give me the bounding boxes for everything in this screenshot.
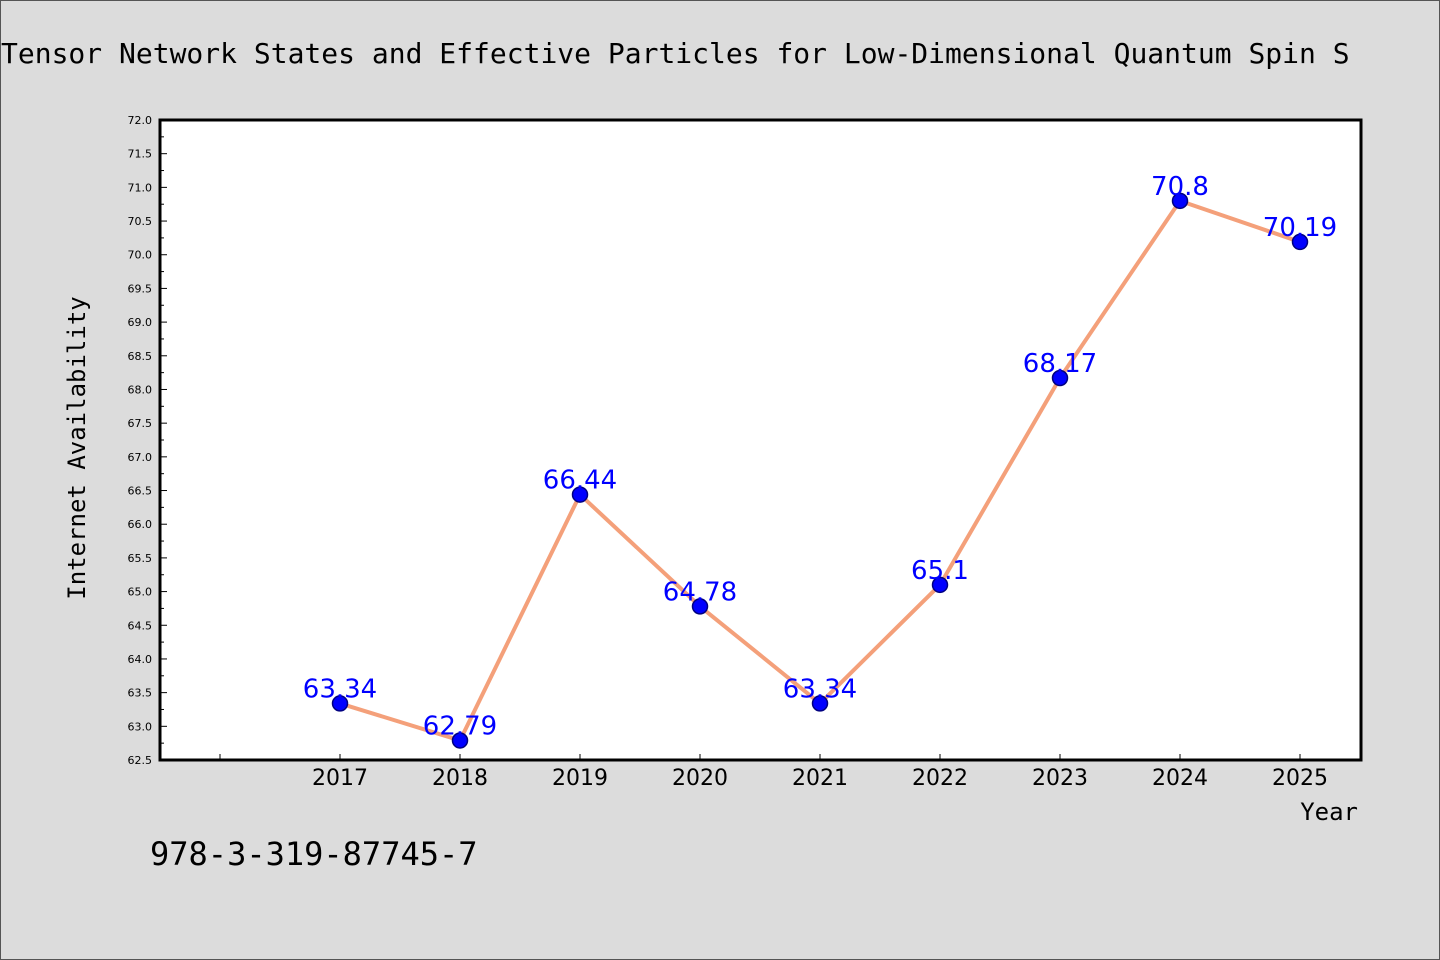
data-point (1291, 233, 1309, 251)
data-point (571, 486, 589, 503)
y-axis: 62.5 63.0 63.5 64.0 64.5 65.0 65.5 66.0 66.5 67.0… (128, 114, 167, 767)
y-tick-label: 69.5 (128, 282, 153, 295)
x-tick-label: 2024 (1152, 766, 1208, 791)
y-tick-label: 72.0 (128, 114, 153, 127)
data-label: 70.8 (1151, 172, 1209, 202)
x-axis-label: Year (1300, 798, 1358, 826)
y-tick-label: 64.0 (128, 653, 153, 666)
data-point (691, 598, 709, 615)
data-point (451, 732, 469, 749)
y-tick-label: 66.5 (128, 485, 153, 498)
y-tick-label: 68.0 (128, 383, 153, 396)
data-point (331, 695, 349, 712)
data-point (1051, 369, 1069, 387)
data-point (1171, 192, 1189, 210)
x-axis: 2017 2018 2019 2020 2021 2022 2023 2024 2025 (219, 754, 1328, 791)
x-tick-label: 2021 (792, 766, 848, 791)
x-tick-label: 2022 (912, 766, 968, 791)
y-tick-label: 71.0 (128, 181, 153, 194)
isbn-text: 978-3-319-87745-7 (150, 835, 478, 873)
y-tick-label: 69.0 (128, 316, 153, 329)
y-tick-label: 70.0 (128, 249, 153, 262)
y-tick-label: 67.0 (128, 451, 153, 464)
y-tick-label: 70.5 (128, 215, 153, 228)
y-tick-label: 63.5 (128, 687, 153, 700)
plot-area (158, 118, 1363, 762)
x-tick-label: 2020 (672, 766, 728, 791)
y-tick-label: 62.5 (128, 754, 153, 767)
x-tick-label: 2017 (312, 766, 368, 791)
x-tick-label: 2019 (552, 766, 608, 791)
y-tick-label: 65.5 (128, 552, 153, 565)
y-tick-label: 68.5 (128, 350, 153, 363)
x-tick-label: 2018 (432, 766, 488, 791)
data-label: 64.78 (663, 577, 737, 607)
series-internet-availability: 63.34 62.79 66.44 64.78 63.34 65.1 68.17 70.8 70… (303, 172, 1337, 749)
data-point (811, 695, 829, 712)
data-label: 66.44 (543, 466, 617, 496)
data-point (931, 576, 949, 594)
y-tick-label: 65.0 (128, 586, 153, 599)
data-label: 68.17 (1023, 349, 1097, 379)
chart-title: Tensor Network States and Effective Part… (1, 37, 1350, 70)
data-label: 65.1 (911, 556, 969, 586)
y-tick-label: 66.0 (128, 518, 153, 531)
y-tick-label: 64.5 (128, 619, 153, 632)
y-tick-label: 71.5 (128, 148, 153, 161)
y-axis-label: Internet Availability (63, 296, 91, 599)
x-tick-label: 2023 (1032, 766, 1088, 791)
y-tick-label: 67.5 (128, 417, 153, 430)
y-tick-label: 63.0 (128, 720, 153, 733)
data-label: 63.34 (783, 674, 857, 704)
data-label: 63.34 (303, 674, 377, 704)
data-label: 62.79 (423, 711, 497, 741)
x-tick-label: 2025 (1272, 766, 1328, 791)
data-label: 70.19 (1263, 213, 1337, 243)
